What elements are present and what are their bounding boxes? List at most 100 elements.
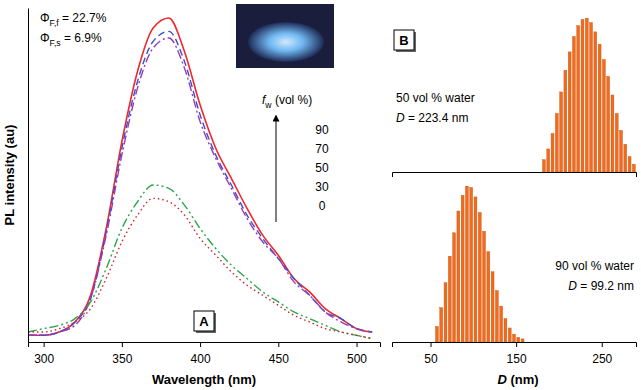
legend-entry: 90 [315, 123, 329, 137]
histogram-bar [521, 339, 524, 342]
quantum-yield-main: Φ [40, 31, 50, 45]
tick-label: 250 [592, 352, 612, 366]
histogram-bar [590, 23, 593, 172]
quantum-yield-rest: = 6.9% [61, 31, 102, 45]
histogram-bar [547, 149, 550, 172]
tick-mark [200, 342, 201, 347]
histogram-bar [632, 164, 635, 172]
histogram-bar [483, 231, 486, 342]
tick: 150 [507, 342, 527, 366]
histogram-bar [478, 213, 481, 342]
figure: 300350400450500Wavelength (nm)PL intensi… [0, 0, 641, 390]
x-axis-line [29, 343, 381, 348]
legend-title-rest: (vol %) [272, 93, 313, 107]
panel-label-box [194, 311, 214, 331]
histogram-bar [564, 70, 567, 172]
panel-label-box [394, 30, 414, 50]
size-annotation: D = 99.2 nm [568, 279, 634, 293]
tick: 500 [347, 342, 367, 366]
tick: 250 [592, 342, 612, 366]
y-axis [28, 9, 29, 343]
histogram-bar [504, 319, 507, 342]
histogram-bar [594, 32, 597, 172]
quantum-yield: ΦF,f = 22.7% [40, 11, 107, 28]
tick-label: 150 [507, 352, 527, 366]
histogram-bar [615, 113, 618, 172]
tick-mark [44, 342, 45, 347]
tick-mark [357, 342, 358, 347]
histogram-bar [611, 95, 614, 172]
inset-photo-powder [248, 22, 324, 62]
x-axis-title-rest: (nm) [507, 372, 539, 387]
histogram-bar [500, 306, 503, 342]
tick-mark [122, 342, 123, 347]
x-axis-line [393, 343, 637, 348]
histogram-bar [598, 44, 601, 172]
histogram-bar [470, 188, 473, 342]
panel-label-text: A [199, 314, 209, 329]
panel-label: A [194, 311, 216, 333]
x-axis: 50 150 250 [393, 342, 637, 366]
histogram-bar [585, 18, 588, 172]
histogram-bar [513, 334, 516, 342]
histogram-bar [543, 160, 546, 172]
histogram-bar [560, 92, 563, 172]
size-annotation-rest: = 99.2 nm [577, 279, 634, 293]
histogram-bar [461, 195, 464, 342]
tick-mark [516, 342, 517, 347]
tick-label: 50 [424, 352, 438, 366]
x-axis [393, 173, 637, 178]
quantum-yield-main: Φ [40, 11, 50, 25]
histogram-bar [628, 157, 631, 172]
size-annotation-italic: D [396, 111, 405, 125]
legend-title: fw (vol %) [262, 93, 312, 110]
histogram-bar [448, 256, 451, 342]
quantum-yield-rest: = 22.7% [59, 11, 107, 25]
panel-label: B [394, 30, 416, 52]
tick: 50 [424, 342, 438, 366]
size-annotation-rest: = 223.4 nm [405, 111, 469, 125]
histogram-bar [465, 186, 468, 342]
quantum-yield-sub: F,s [50, 38, 61, 48]
histogram-bar [508, 328, 511, 342]
y-axis-line [28, 9, 29, 343]
legend-entry: 30 [315, 180, 329, 194]
x-axis-line [393, 173, 637, 178]
quantum-yield: ΦF,s = 6.9% [40, 31, 102, 48]
tick-mark [278, 342, 279, 347]
tick-label: 450 [269, 352, 289, 366]
tick: 350 [112, 342, 132, 366]
histogram-bar [577, 26, 580, 172]
histogram: 50 vol % water D = 223.4 nm B [393, 18, 637, 177]
histogram-bar [517, 337, 520, 342]
histogram-bar [457, 211, 460, 342]
legend: fw (vol %)907050300 [262, 93, 329, 222]
x-axis-title: D (nm) [497, 372, 538, 387]
sample-annotation: 50 vol % water [396, 91, 475, 105]
histogram-bar [581, 20, 584, 172]
tick-label: 400 [191, 352, 211, 366]
histogram-bar [568, 52, 571, 172]
spectrum-line [28, 18, 372, 335]
tick-mark [602, 342, 603, 347]
histogram: 50 150 250 D (nm) 90 vol % water D = 99.2 nm [393, 186, 637, 387]
tick: 400 [191, 342, 211, 366]
x-axis: 300 350 400 450 500 [29, 342, 381, 366]
x-axis-title: Wavelength (nm) [152, 372, 256, 387]
tick: 300 [34, 342, 54, 366]
sample-annotation: 90 vol % water [555, 259, 634, 273]
tick-label: 300 [34, 352, 54, 366]
bars [436, 186, 524, 342]
legend-entry: 50 [315, 161, 329, 175]
histogram-bar [555, 113, 558, 172]
line-chart: 300350400450500Wavelength (nm)PL intensi… [2, 4, 381, 387]
legend-entry: 0 [319, 199, 326, 213]
lines [28, 18, 372, 339]
spectrum-line [28, 198, 372, 338]
size-annotation: D = 223.4 nm [396, 111, 468, 125]
histogram-bar [436, 326, 439, 342]
histogram-bar [624, 144, 627, 172]
panel-label-text: B [399, 33, 408, 48]
bars [543, 18, 636, 172]
histogram-bar [487, 252, 490, 342]
